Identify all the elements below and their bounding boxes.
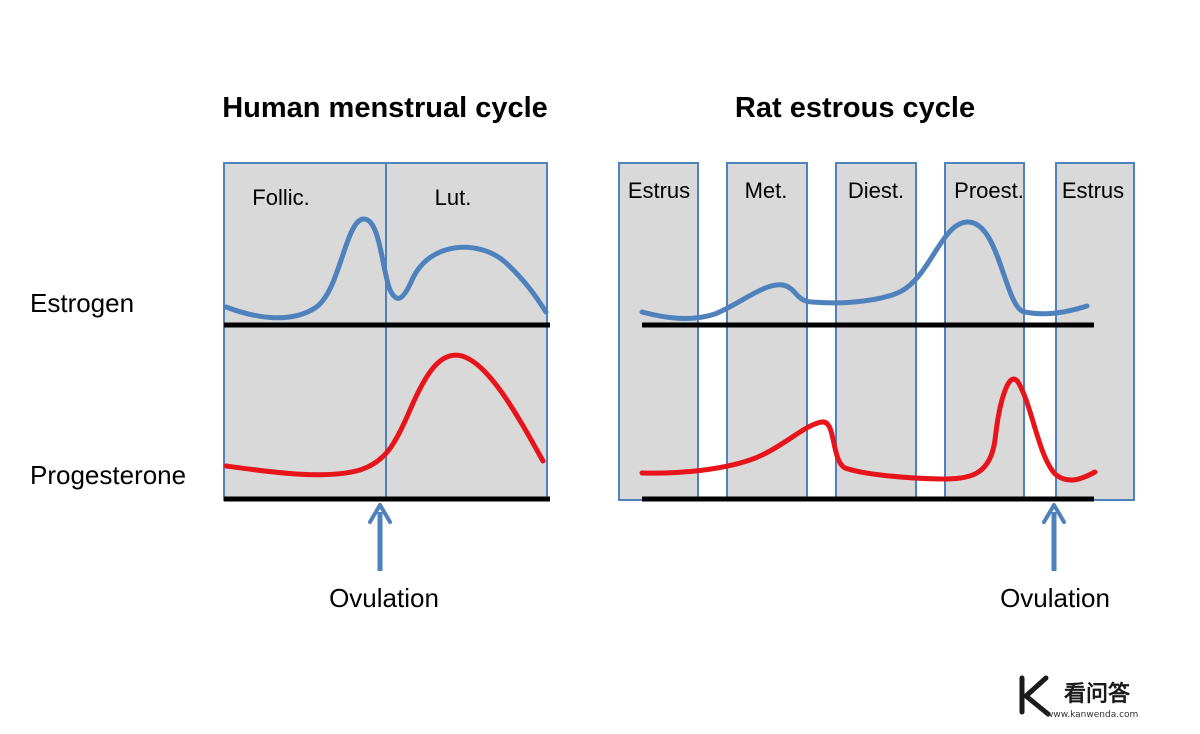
rat-cycle-title: Rat estrous cycle [735,92,975,124]
progesterone-row-label: Progesterone [30,460,186,490]
human-phase-panels [223,162,548,501]
rat-estrus-panel-2 [1055,162,1135,501]
rat-phase-label-estrus-2: Estrus [1062,178,1124,203]
human-estrogen-curve [223,216,549,321]
human-ovulation-arrow [368,503,392,571]
rat-diestrus-panel [835,162,917,501]
rat-phase-label-proestrus: Proest. [954,178,1024,203]
rat-phase-label-diestrus: Diest. [848,178,904,203]
rat-estrogen-curve [639,219,1090,321]
rat-ovulation-arrow [1042,503,1066,571]
rat-phase-label-metestrus: Met. [745,178,788,203]
rat-phase-label-estrus-1: Estrus [628,178,690,203]
human-ovulation-label: Ovulation [329,583,439,613]
rat-metestrus-panel [726,162,808,501]
baselines [224,322,1094,502]
rat-estrus-panel-1 [618,162,699,501]
human-follicular-panel [223,162,387,501]
watermark: 看问答 www.kanwenda.com [1019,675,1138,720]
human-luteal-panel [385,162,548,501]
human-progesterone-curve [223,352,546,478]
rat-progesterone-curve [639,376,1098,483]
rat-phase-panels [618,162,1135,501]
rat-ovulation-label: Ovulation [1000,583,1110,613]
human-phase-label-follicular: Follic. [252,185,309,210]
watermark-k-logo [1019,675,1051,717]
human-cycle-title: Human menstrual cycle [222,92,548,124]
watermark-text: 看问答 [1064,681,1131,707]
watermark-url: www.kanwenda.com [1046,710,1138,720]
estrogen-row-label: Estrogen [30,288,134,318]
rat-proestrus-panel [944,162,1025,501]
human-phase-label-luteal: Lut. [435,185,472,210]
